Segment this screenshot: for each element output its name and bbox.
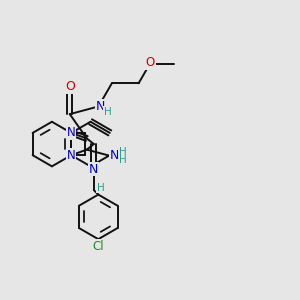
Text: N: N bbox=[67, 149, 76, 162]
Text: H: H bbox=[97, 183, 104, 193]
Text: O: O bbox=[146, 56, 155, 69]
Text: N: N bbox=[95, 100, 105, 113]
Text: Cl: Cl bbox=[92, 240, 104, 253]
Text: O: O bbox=[65, 80, 75, 93]
Text: H: H bbox=[119, 147, 127, 157]
Text: H: H bbox=[119, 155, 127, 165]
Text: N: N bbox=[67, 126, 76, 140]
Text: N: N bbox=[110, 149, 119, 163]
Text: H: H bbox=[104, 107, 112, 117]
Text: N: N bbox=[89, 163, 98, 176]
